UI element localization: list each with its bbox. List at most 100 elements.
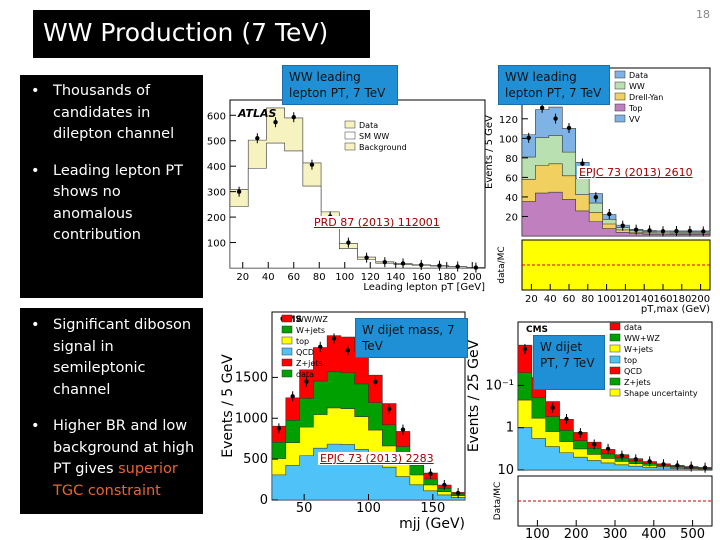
- x-tick-label: 160: [412, 272, 431, 283]
- x-tick-label: 20: [236, 272, 249, 283]
- x-tick-label: 60: [287, 272, 300, 283]
- x-tick-label: 500: [680, 527, 705, 540]
- histogram-fill: [517, 427, 713, 471]
- reference: EPJC 73 (2013) 2283: [318, 452, 436, 465]
- y-tick-label: 300: [207, 188, 226, 199]
- legend-swatch: [614, 114, 626, 123]
- legend-swatch: [609, 388, 621, 397]
- legend-label: WW: [629, 82, 645, 91]
- legend-label: data: [624, 323, 642, 332]
- x-tick-label: 200: [463, 272, 482, 283]
- x-tick-label: 100: [356, 501, 381, 516]
- reference: EPJC 73 (2013) 2610: [577, 166, 695, 179]
- legend-swatch: [609, 344, 621, 353]
- callout: WW leading lepton PT, 7 TeV: [282, 65, 398, 105]
- y-tick-label: 400: [207, 162, 226, 173]
- x-tick-label: 50: [296, 501, 313, 516]
- callout: WW leading lepton PT, 7 TeV: [498, 65, 610, 105]
- legend-label: Z+jets: [296, 359, 323, 368]
- legend-label: Data: [359, 121, 378, 130]
- x-tick-label: 180: [437, 272, 456, 283]
- legend-swatch: [344, 142, 356, 151]
- legend-label: Data: [629, 71, 648, 80]
- legend-swatch: [281, 358, 293, 367]
- title-box: WW Production (7 TeV): [33, 10, 370, 58]
- x-tick-label: 200: [564, 527, 589, 540]
- legend-label: top: [296, 337, 309, 346]
- bullet: Thousands of candidates in dilepton chan…: [20, 81, 203, 146]
- x-tick-label: 100: [525, 527, 550, 540]
- experiment-label: CMS: [526, 325, 548, 335]
- experiment-label: ATLAS: [237, 107, 276, 120]
- legend-swatch: [281, 325, 293, 334]
- legend-label: W+jets: [624, 345, 653, 354]
- legend-swatch: [609, 322, 621, 331]
- x-tick-label: 20: [525, 294, 538, 305]
- y-tick-label: 200: [207, 213, 226, 224]
- legend-swatch: [609, 377, 621, 386]
- y-tick-label: 500: [207, 137, 226, 148]
- legend-swatch: [344, 120, 356, 129]
- callout: W dijet mass, 7 TeV: [355, 318, 468, 358]
- x-tick-label: 150: [420, 501, 445, 516]
- legend-label: data: [296, 370, 314, 379]
- x-axis-label: Leading lepton pT [GeV]: [363, 282, 485, 293]
- callout: W dijet PT, 7 TeV: [533, 335, 605, 390]
- y-axis-label: Events / 5 GeV: [484, 115, 495, 189]
- legend-swatch: [609, 333, 621, 342]
- legend-label: VV: [629, 115, 640, 124]
- x-tick-label: 200: [691, 294, 710, 305]
- bullet-panel: Thousands of candidates in dilepton chan…: [20, 75, 203, 298]
- legend-swatch: [281, 336, 293, 345]
- x-tick-label: 80: [313, 272, 326, 283]
- x-tick-label: 100: [597, 294, 616, 305]
- bullet-highlight: superior TGC constraint: [53, 461, 178, 499]
- page-number: 18: [696, 8, 710, 21]
- legend-swatch: [344, 131, 356, 140]
- legend-swatch: [609, 366, 621, 375]
- x-tick-label: 40: [544, 294, 557, 305]
- bullet-text: Higher BR and low background at high PT …: [53, 418, 195, 477]
- bullet: Significant diboson signal in semilepton…: [20, 315, 203, 401]
- legend-swatch: [614, 70, 626, 79]
- bullet: Leading lepton PT shows no anomalous con…: [20, 161, 203, 247]
- legend-label: top: [624, 356, 637, 365]
- legend-label: QCD: [624, 367, 642, 376]
- legend-label: SM WW: [359, 132, 389, 141]
- bullet: Higher BR and low background at high PT …: [20, 416, 203, 502]
- y-tick-label: 100: [207, 239, 226, 250]
- x-tick-label: 160: [653, 294, 672, 305]
- x-tick-label: 400: [641, 527, 666, 540]
- y-tick-label: 120: [499, 115, 518, 126]
- x-axis-label: mjj (GeV): [399, 516, 465, 532]
- legend-swatch: [281, 314, 293, 323]
- legend-label: WW+WZ: [624, 334, 660, 343]
- x-axis-label: pT,max (GeV): [641, 304, 710, 315]
- legend-label: Z+jets: [624, 378, 651, 387]
- x-tick-label: 140: [386, 272, 405, 283]
- ratio-label: Data/MC: [493, 482, 503, 521]
- y-tick-label: 80: [505, 154, 518, 165]
- y-tick-label: 10⁻¹: [485, 378, 514, 393]
- slide-title: WW Production (7 TeV): [43, 18, 329, 47]
- x-tick-label: 300: [603, 527, 628, 540]
- legend-swatch: [281, 347, 293, 356]
- y-tick-label: 20: [505, 212, 518, 223]
- legend-label: W+jets: [296, 326, 325, 335]
- reference: PRD 87 (2013) 112001: [312, 216, 442, 229]
- histogram-fill: [229, 142, 486, 269]
- y-tick-label: 60: [505, 173, 518, 184]
- x-tick-label: 120: [361, 272, 380, 283]
- y-tick-label: 500: [243, 452, 268, 467]
- legend-swatch: [614, 103, 626, 112]
- legend-swatch: [609, 355, 621, 364]
- ratio-frame: [521, 239, 711, 291]
- x-tick-label: 180: [672, 294, 691, 305]
- ratio-label: data/MC: [497, 246, 507, 283]
- legend-label: QCD: [296, 348, 314, 357]
- legend-label: WW/WZ: [296, 315, 328, 324]
- legend-label: Drell-Yan: [629, 93, 663, 102]
- x-tick-label: 140: [635, 294, 654, 305]
- bullet-panel: Significant diboson signal in semilepton…: [20, 308, 203, 514]
